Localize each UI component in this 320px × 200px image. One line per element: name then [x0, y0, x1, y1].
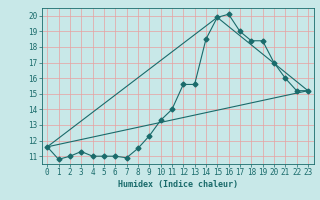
X-axis label: Humidex (Indice chaleur): Humidex (Indice chaleur) — [118, 180, 237, 189]
